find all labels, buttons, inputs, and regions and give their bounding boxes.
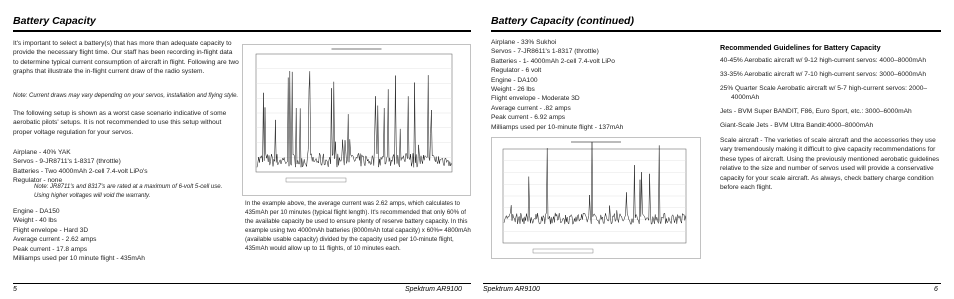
legend-box: [285, 177, 347, 183]
setup-item: Regulator - none: [13, 177, 63, 185]
page-number: 6: [934, 286, 938, 293]
heading-rule: [13, 30, 471, 32]
graph-frame: [242, 44, 471, 196]
result-item: Milliamps used per 10 minute flight - 43…: [13, 255, 145, 263]
guidelines-list: 40-45% Aerobatic aircraft w/ 9-12 high-c…: [720, 56, 942, 135]
explanation: In the example above, the average curren…: [245, 200, 471, 252]
heading-rule: [491, 30, 941, 32]
setup-list: Airplane - 40% YAK Servos - 9-JR8711's 1-…: [13, 148, 239, 186]
title-bar: [331, 48, 382, 50]
setup-item: Airplane - 33% Sukhoi: [491, 39, 557, 46]
footer-rule: [483, 283, 941, 284]
setup-item: Servos - 7-JR8611's 1-8317 (throttle): [491, 48, 599, 56]
setup-item: Batteries - 1- 4000mAh 2-cell 7.4-volt L…: [491, 57, 615, 65]
result-item: Flight envelope - Hard 3D: [13, 226, 89, 234]
setup-item: Servos - 9-JR8711's 1-8317 (throttle): [13, 158, 121, 166]
current-graph: [242, 44, 471, 196]
intro: It's important to select a battery(s) th…: [13, 40, 239, 76]
setup-item: Milliamps used per 10-minute flight - 13…: [491, 123, 624, 131]
result-item: Weight - 40 lbs: [13, 217, 57, 225]
result-item: Peak current - 17.8 amps: [13, 245, 88, 253]
setup-note: Note: JR8711's and 8317's are rated at a…: [34, 184, 223, 199]
footer-title: Spektrum AR9100: [483, 286, 540, 293]
result-item: Average current - 2.62 amps: [13, 236, 97, 244]
current-trace: [256, 71, 452, 168]
setup-item: Weight - 26 lbs: [491, 86, 535, 94]
setup-list: Airplane - 33% Sukhoi Servos - 7-JR8611's…: [491, 38, 706, 132]
current-trace: [503, 142, 686, 225]
heading: Battery Capacity (continued): [491, 15, 634, 27]
page-number: 5: [13, 286, 17, 293]
setup-item: Engine - DA100: [491, 76, 538, 84]
result-item: Engine - DA150: [13, 208, 60, 215]
legend-box: [532, 248, 594, 254]
current-graph: [491, 137, 701, 259]
note: Note: Current draws may vary depending o…: [13, 93, 239, 99]
guidelines-title: Recommended Guidelines for Battery Capac…: [720, 43, 881, 52]
setup-item: Batteries - Two 4000mAh 2-cell 7.4-volt …: [13, 167, 148, 175]
guideline-item: Jets - BVM Super BANDIT, F86, Euro Sport…: [720, 108, 912, 116]
heading: Battery Capacity: [13, 15, 96, 27]
setup-item: Airplane - 40% YAK: [13, 149, 71, 156]
guideline-item: 33-35% Aerobatic aircraft w/ 7-10 high-c…: [720, 71, 926, 78]
setup-item: Regulator - 6 volt: [491, 67, 542, 75]
scale-note: Scale aircraft - The varieties of scale …: [720, 137, 940, 192]
title-bar: [571, 141, 621, 143]
results-list: Engine - DA150 Weight - 40 lbs Flight enve…: [13, 207, 239, 263]
footer-title: Spektrum AR9100: [405, 286, 462, 293]
graph-frame: [491, 137, 701, 259]
setup-item: Flight envelope - Moderate 3D: [491, 95, 580, 103]
setup-item: Average current - .82 amps: [491, 104, 571, 112]
guideline-item: Giant-Scale Jets - BVM Ultra Bandit:4000…: [720, 122, 874, 130]
guideline-item: 25% Quarter Scale Aerobatic aircraft w/ …: [720, 85, 928, 102]
footer-rule: [13, 283, 471, 284]
setup-item: Peak current - 6.92 amps: [491, 114, 566, 122]
guideline-item: 40-45% Aerobatic aircraft w/ 9-12 high-c…: [720, 57, 926, 64]
setup-intro: The following setup is shown as a worst …: [13, 110, 227, 136]
